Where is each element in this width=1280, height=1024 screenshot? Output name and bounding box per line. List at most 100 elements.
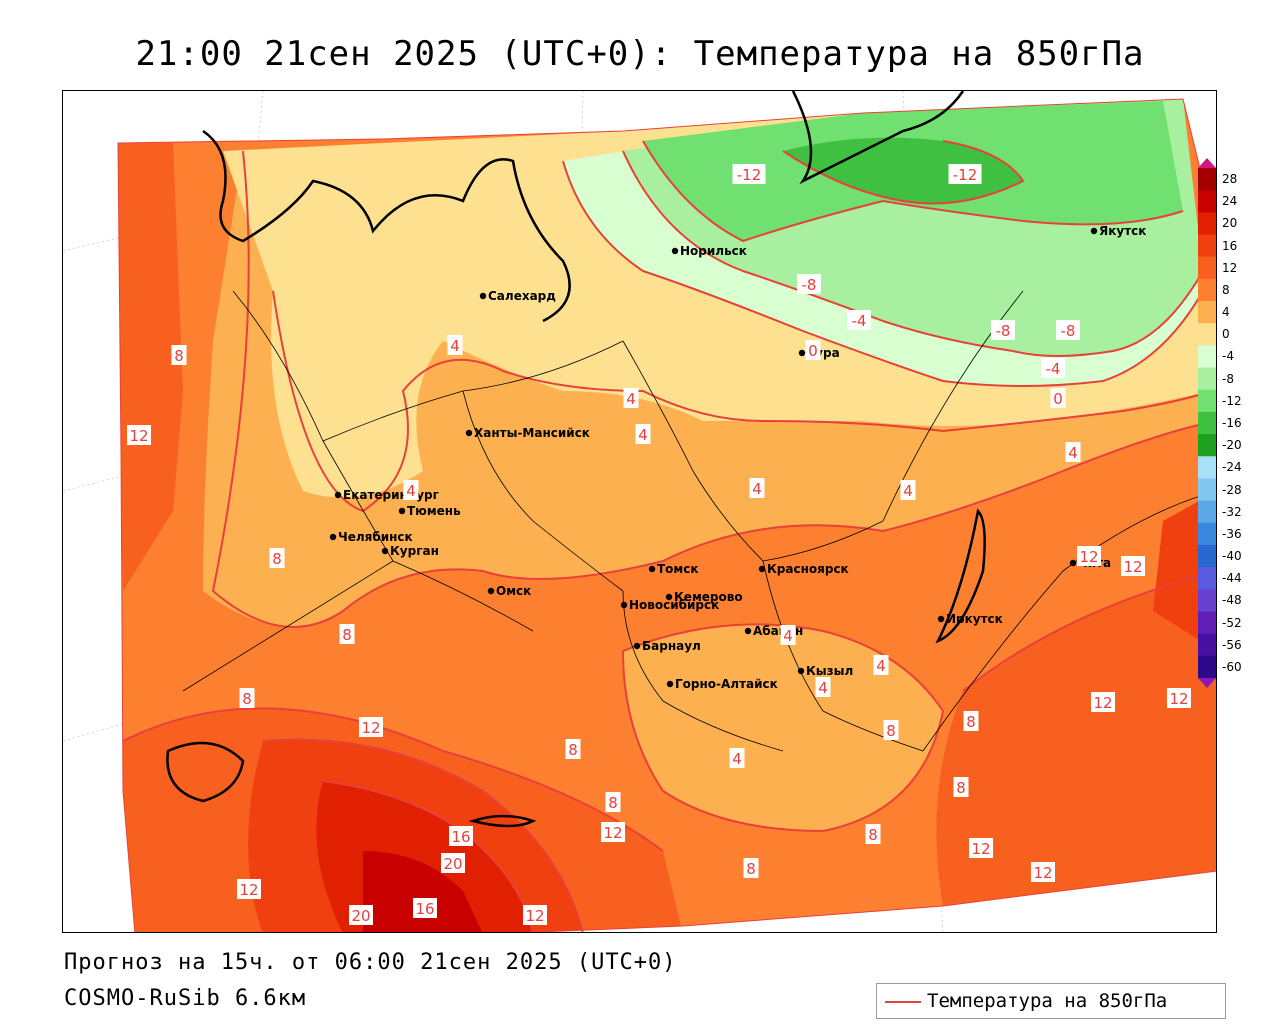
isotherm-label: -8 [1056, 320, 1080, 340]
city-dot [329, 533, 337, 541]
city-0[interactable]: Норильск [671, 244, 747, 258]
svg-text:12: 12 [129, 427, 148, 445]
isotherm-label: 12 [1031, 862, 1055, 882]
svg-text:0: 0 [808, 342, 818, 360]
city-dot [465, 429, 473, 437]
forecast-info: Прогноз на 15ч. от 06:00 21сен 2025 (UTC… [64, 950, 677, 975]
svg-text:12: 12 [1079, 548, 1098, 566]
colorbar-segment [1198, 633, 1216, 657]
isotherm-label: 12 [1077, 546, 1101, 566]
city-5[interactable]: Екатеринбург [334, 488, 439, 502]
svg-text:4: 4 [450, 337, 460, 355]
temperature-field [118, 99, 1216, 932]
legend-label: Температура на 850гПа [927, 990, 1168, 1012]
colorbar-segment [1198, 301, 1216, 324]
colorbar-tick-label: 12 [1222, 260, 1238, 275]
colorbar-segment [1198, 544, 1216, 568]
svg-text:4: 4 [732, 750, 742, 768]
colorbar-tick-label: 8 [1222, 282, 1230, 297]
colorbar-segment [1198, 611, 1216, 635]
city-7[interactable]: Челябинск [329, 530, 413, 544]
isotherm-label: 8 [171, 345, 187, 365]
svg-text:0: 0 [1053, 390, 1063, 408]
city-dot [334, 491, 342, 499]
isotherm-label: 8 [269, 548, 285, 568]
svg-text:12: 12 [239, 881, 258, 899]
isotherm-label: 20 [441, 853, 465, 873]
isotherm-label: 4 [815, 677, 831, 697]
city-dot [937, 615, 945, 623]
isotherm-label: 8 [605, 792, 621, 812]
isotherm-label: 12 [601, 822, 625, 842]
city-label: Ханты-Мансийск [474, 426, 590, 440]
city-12[interactable]: Кемерово [665, 590, 743, 604]
colorbar-tick-label: -56 [1222, 637, 1242, 652]
colorbar-segment [1198, 500, 1216, 524]
map-canvas: НорильскЯкутскСалехардТураХанты-Мансийск… [63, 91, 1216, 932]
city-2[interactable]: Салехард [479, 289, 556, 303]
city-18[interactable]: Горно-Алтайск [666, 677, 778, 691]
svg-text:8: 8 [174, 347, 184, 365]
colorbar-tick-label: -44 [1222, 571, 1242, 586]
colorbar-bottom-arrow [1198, 678, 1216, 688]
city-13[interactable]: Красноярск [758, 562, 849, 576]
svg-text:-12: -12 [737, 166, 762, 184]
colorbar-tick-label: 20 [1222, 216, 1238, 231]
colorbar-tick-label: -48 [1222, 593, 1242, 608]
temperature-map[interactable]: Норильск Якутск Салехард Тура Ханты-Мансийск… [62, 90, 1217, 933]
isotherm-label: 12 [523, 905, 547, 925]
colorbar-tick-label: 16 [1222, 238, 1238, 253]
svg-text:8: 8 [886, 722, 896, 740]
city-label: Иркутск [946, 612, 1003, 626]
svg-text:-4: -4 [1046, 360, 1061, 378]
isotherm-label: 8 [339, 624, 355, 644]
colorbar-tick-label: -4 [1222, 349, 1234, 364]
city-19[interactable]: Кызыл [797, 664, 853, 678]
svg-text:12: 12 [1123, 558, 1142, 576]
city-1[interactable]: Якутск [1090, 224, 1147, 238]
city-16[interactable]: Иркутск [937, 612, 1003, 626]
city-9[interactable]: Омск [487, 584, 531, 598]
domain-border [117, 98, 1216, 932]
svg-text:8: 8 [568, 741, 578, 759]
colorbar-segment [1198, 655, 1216, 679]
city-label: Курган [390, 544, 439, 558]
city-dot [633, 642, 641, 650]
isotherm-label: -4 [1041, 358, 1065, 378]
city-6[interactable]: Тюмень [398, 504, 461, 518]
isotherm-label: 4 [749, 478, 765, 498]
city-4[interactable]: Ханты-Мансийск [465, 426, 590, 440]
city-label: Норильск [680, 244, 747, 258]
colorbar-tick-label: 24 [1222, 194, 1238, 209]
colorbar-tick-label: -8 [1222, 371, 1234, 386]
colorbar-segment [1198, 434, 1216, 457]
colorbar-tick-label: -36 [1222, 526, 1242, 541]
city-10[interactable]: Новосибирск [620, 598, 719, 612]
admin-borders [182, 290, 1216, 752]
city-8[interactable]: Курган [381, 544, 439, 558]
isotherm-label: 12 [1091, 692, 1115, 712]
svg-text:8: 8 [966, 713, 976, 731]
isotherm-label: -4 [847, 310, 871, 330]
svg-text:4: 4 [638, 426, 648, 444]
colorbar-tick-label: 0 [1222, 327, 1230, 342]
isotherm-label: 12 [1121, 556, 1145, 576]
city-label: Новосибирск [629, 598, 719, 612]
city-dot [1069, 559, 1077, 567]
isotherm-label: 0 [1050, 388, 1066, 408]
colorbar-segment [1198, 212, 1216, 236]
colorbar-segment [1198, 190, 1216, 213]
svg-text:8: 8 [868, 826, 878, 844]
svg-text:-4: -4 [852, 312, 867, 330]
svg-text:4: 4 [783, 627, 793, 645]
coastlines [166, 91, 986, 828]
city-dot [758, 565, 766, 573]
colorbar-top-arrow [1198, 158, 1216, 168]
isotherm-label: 8 [865, 824, 881, 844]
city-11[interactable]: Томск [648, 562, 699, 576]
city-14[interactable]: Барнаул [633, 639, 701, 653]
colorbar-tick-label: -28 [1222, 482, 1242, 497]
svg-text:4: 4 [903, 482, 913, 500]
isotherm-label: 12 [127, 425, 151, 445]
colorbar-tick-label: -12 [1222, 393, 1242, 408]
